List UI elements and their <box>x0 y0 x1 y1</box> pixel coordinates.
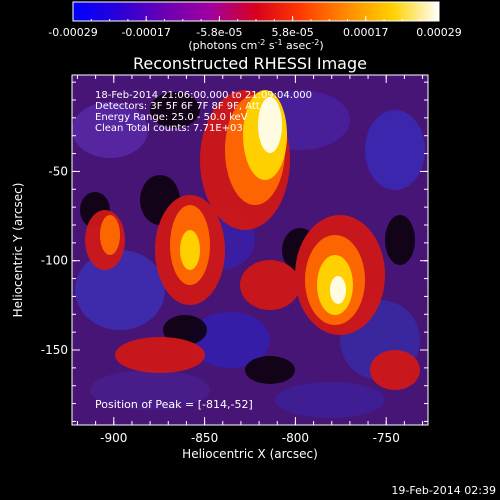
colorbar-tick-label: 0.00029 <box>416 26 462 39</box>
colorbar-tick-label: 5.8e-05 <box>271 26 313 39</box>
colorbar-ticks: -0.00029 -0.00017 -5.8e-05 5.8e-05 0.00017 0.… <box>48 16 462 39</box>
y-axis-label: Heliocentric Y (arcsec) <box>11 183 25 318</box>
x-tick-label: -750 <box>373 431 400 445</box>
x-tick-label: -800 <box>282 431 309 445</box>
info-line: Detectors: 3F 5F 6F 7F 8F 9F, Att 0 <box>95 101 269 112</box>
image-frame <box>71 74 429 426</box>
info-line: 18-Feb-2014 21:06:00.000 to 21:09:04.000 <box>95 90 312 101</box>
image-panel: 18-Feb-2014 21:06:00.000 to 21:09:04.000… <box>41 74 429 445</box>
info-text-block: 18-Feb-2014 21:06:00.000 to 21:09:04.000… <box>95 90 312 134</box>
colorbar-tick-label: 0.00017 <box>343 26 389 39</box>
colorbar: -0.00029 -0.00017 -5.8e-05 5.8e-05 0.00017 0.… <box>48 1 462 52</box>
y-axis-ticks: -50 -100 -150 <box>41 81 428 422</box>
colorbar-strip <box>72 1 440 22</box>
colorbar-unit-label: (photons cm-2 s-1 asec-2) <box>188 38 323 52</box>
x-axis-label: Heliocentric X (arcsec) <box>182 447 318 461</box>
x-axis-ticks: -900 -850 -800 -750 <box>76 75 424 445</box>
info-line: Clean Total counts: 7.71E+03 <box>95 123 243 134</box>
x-tick-label: -850 <box>191 431 218 445</box>
colorbar-tick-label: -0.00029 <box>48 26 97 39</box>
info-line: Energy Range: 25.0 - 50.0 keV <box>95 112 248 123</box>
plot-title: Reconstructed RHESSI Image <box>133 54 367 73</box>
colorbar-tick-label: -0.00017 <box>121 26 170 39</box>
y-tick-label: -100 <box>41 254 68 268</box>
y-tick-label: -150 <box>41 343 68 357</box>
emission-map <box>72 75 428 425</box>
colorbar-tick-label: -5.8e-05 <box>196 26 242 39</box>
footer-timestamp: 19-Feb-2014 02:39 <box>391 484 496 497</box>
x-tick-label: -900 <box>100 431 127 445</box>
y-tick-label: -50 <box>48 164 68 178</box>
peak-position-label: Position of Peak = [-814,-52] <box>95 398 253 411</box>
